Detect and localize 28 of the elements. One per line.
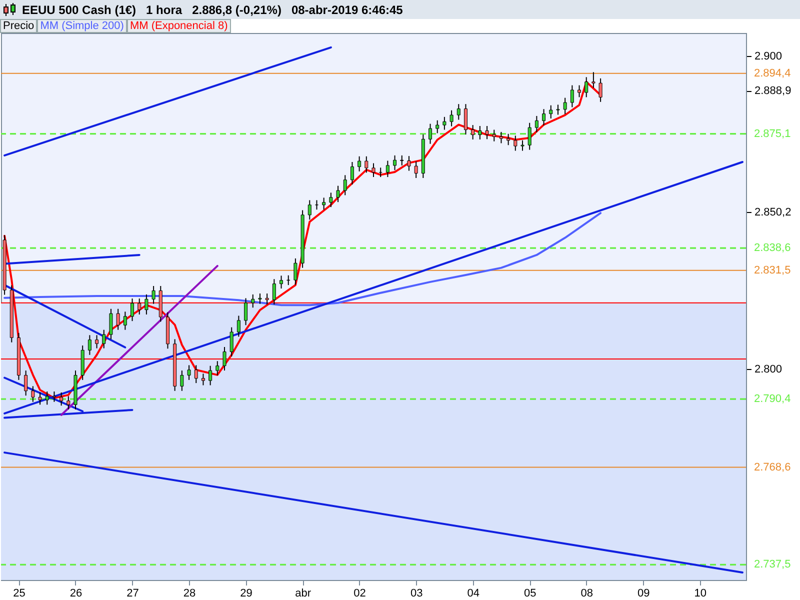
ref-line-label: 2.894,4 (754, 67, 791, 80)
x-tick-label: 10 (694, 588, 707, 600)
x-tick-label: 25 (13, 588, 26, 600)
ref-line-label: 2.838,6 (754, 242, 791, 254)
x-tick-label: 05 (524, 588, 536, 600)
x-tick-label: 26 (70, 588, 82, 600)
y-tick-label: 2.888,9 (754, 85, 792, 98)
x-tick-label: 27 (126, 588, 139, 600)
y-tick-label: 2.900 (754, 50, 782, 62)
ref-line-label: 2.790,4 (754, 393, 791, 406)
x-tick-label: 09 (637, 588, 650, 600)
x-tick-label: 02 (354, 588, 366, 600)
x-tick-label: 28 (183, 588, 196, 600)
ref-line-label: 2.831,5 (754, 264, 791, 276)
text: Precio (0, 19, 38, 33)
ref-line-label: 2.737,5 (754, 558, 791, 571)
x-tick-label: 08 (580, 588, 593, 600)
chart-title: EEUU 500 Cash (1€) 1 hora 2.886,8 (-0,21%) 08-abr-2019 6:46:45 (22, 2, 403, 16)
x-tick-label: 29 (240, 588, 252, 600)
ref-line-label: 2.875,1 (754, 128, 791, 140)
y-tick-label: 2.850,2 (754, 206, 792, 218)
ref-line-label: 2.768,6 (754, 461, 791, 474)
y-tick-label: 2.800 (754, 363, 782, 376)
x-tick-label: abr (295, 588, 312, 600)
x-tick-label: 03 (410, 588, 423, 600)
text: MM (Simple 200) (37, 19, 127, 33)
x-tick-label: 04 (467, 588, 480, 600)
text: MM (Exponencial 8) (126, 19, 231, 33)
